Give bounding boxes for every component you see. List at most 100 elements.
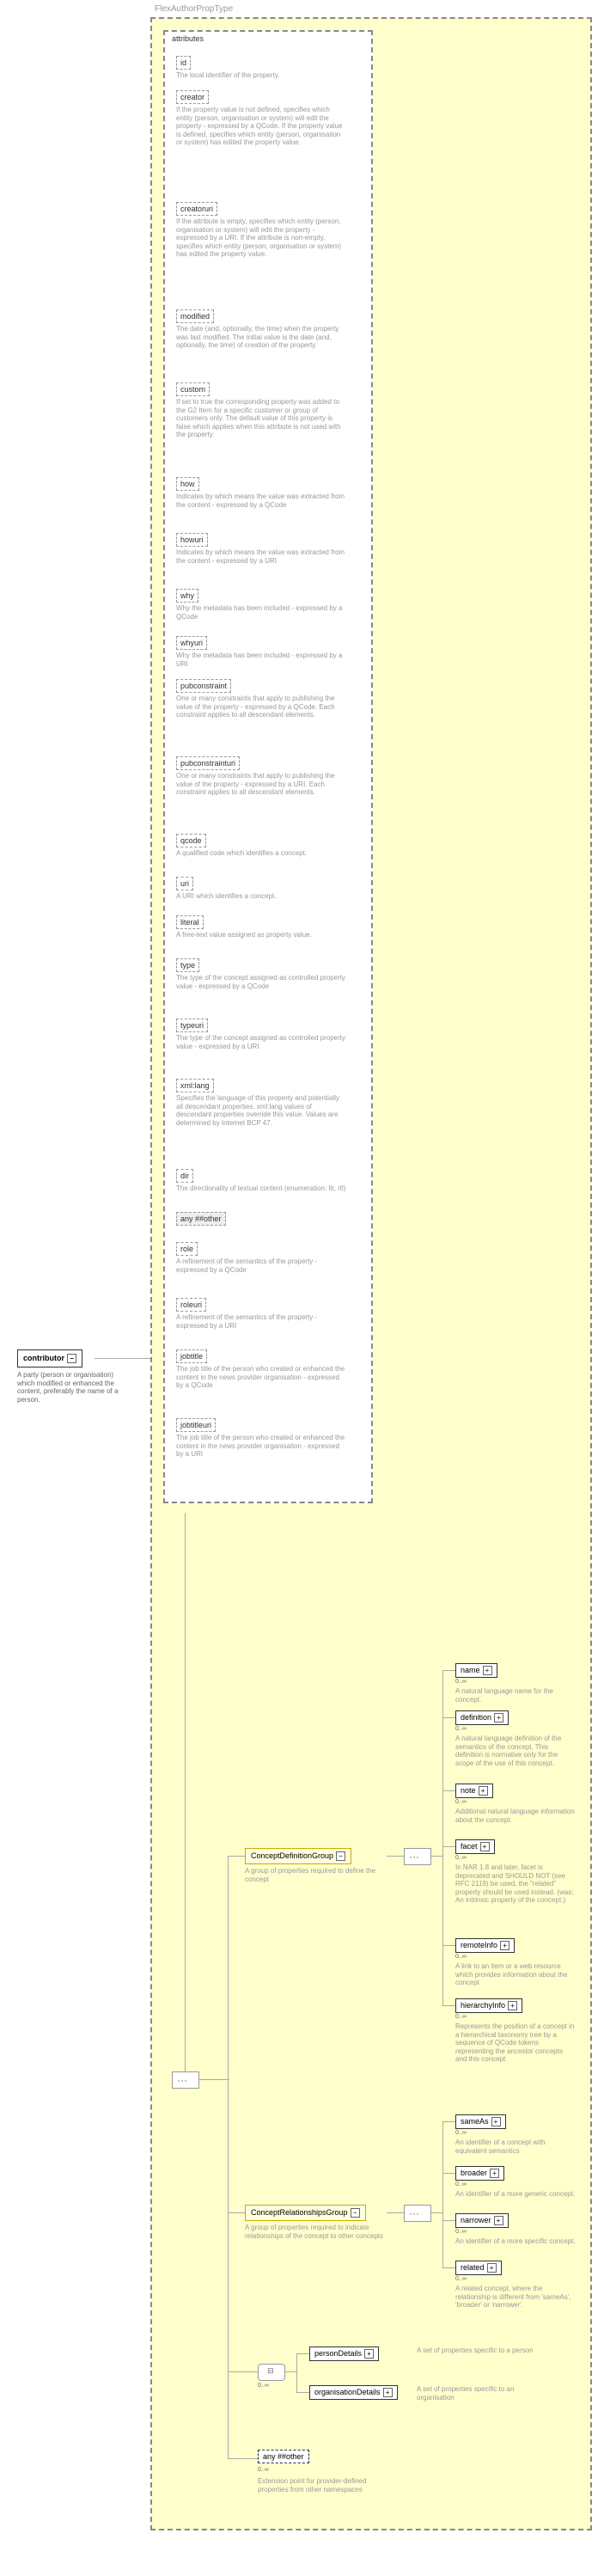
connector — [296, 2392, 309, 2393]
attribute-desc: Why the metadata has been included - exp… — [176, 604, 348, 621]
attribute-item: whyWhy the metadata has been included - … — [176, 589, 357, 621]
attribute-desc: A qualified code which identifies a conc… — [176, 849, 348, 858]
cardinality: 0..∞ — [258, 2467, 269, 2473]
element-desc: A natural language definition of the sem… — [455, 1735, 576, 1767]
connector — [442, 2267, 455, 2268]
cardinality: 0..∞ — [455, 2014, 467, 2020]
attribute-name[interactable]: pubconstraint — [176, 679, 231, 693]
attribute-name[interactable]: uri — [176, 877, 193, 890]
connector — [442, 1717, 455, 1718]
element-box[interactable]: hierarchyInfo+ — [455, 1998, 522, 2013]
attribute-item: xml:lang Specifies the language of this p… — [176, 1079, 357, 1127]
element-box[interactable]: personDetails+ — [309, 2347, 379, 2361]
expand-icon[interactable]: − — [351, 2208, 360, 2218]
expand-icon[interactable]: + — [487, 2263, 497, 2273]
expand-icon[interactable]: + — [494, 2216, 503, 2225]
attribute-name[interactable]: how — [176, 477, 199, 491]
attribute-name[interactable]: roleuri — [176, 1298, 206, 1312]
sequence-icon — [404, 2205, 431, 2222]
attribute-item: howIndicates by which means the value wa… — [176, 477, 357, 509]
sequence-icon — [172, 2071, 199, 2089]
attribute-item: creatoruriIf the attribute is empty, spe… — [176, 202, 357, 259]
element-box[interactable]: facet+ — [455, 1839, 495, 1854]
expand-icon[interactable]: + — [479, 1786, 488, 1796]
connector — [431, 1856, 442, 1857]
attribute-name[interactable]: any ##other — [176, 1212, 226, 1226]
attribute-name[interactable]: howuri — [176, 533, 208, 547]
expand-icon[interactable]: + — [490, 2169, 499, 2178]
expand-icon[interactable]: + — [500, 1941, 509, 1950]
expand-icon[interactable]: + — [383, 2388, 393, 2397]
expand-icon[interactable]: + — [364, 2349, 374, 2359]
diagram-canvas: FlexAuthorPropType attributes contributo… — [0, 0, 604, 2576]
cardinality: 0..∞ — [455, 1855, 467, 1861]
attribute-name[interactable]: why — [176, 589, 198, 603]
connector — [442, 2121, 443, 2267]
expand-icon[interactable]: + — [480, 1842, 490, 1851]
attribute-name[interactable]: dir — [176, 1169, 193, 1183]
element-desc: A related concept, where the relationshi… — [455, 2285, 576, 2310]
expand-icon[interactable]: − — [336, 1851, 345, 1861]
connector — [228, 2212, 245, 2213]
connector — [431, 2212, 442, 2213]
attribute-name[interactable]: xml:lang — [176, 1079, 214, 1092]
cardinality: 0..∞ — [455, 2181, 467, 2187]
expand-icon[interactable]: + — [508, 2001, 517, 2010]
attribute-name[interactable]: id — [176, 56, 191, 70]
attribute-name[interactable]: role — [176, 1242, 198, 1256]
element-box[interactable]: name+ — [455, 1663, 497, 1678]
attribute-desc: Why the metadata has been included - exp… — [176, 652, 348, 668]
cardinality: 0..∞ — [455, 1799, 467, 1805]
element-box[interactable]: broader+ — [455, 2166, 504, 2181]
cardinality: 0..∞ — [455, 1954, 467, 1960]
attribute-desc: A refinement of the semantics of the pro… — [176, 1313, 348, 1330]
expand-icon[interactable]: + — [494, 1713, 503, 1722]
element-box[interactable]: narrower+ — [455, 2213, 509, 2228]
element-box[interactable]: sameAs+ — [455, 2114, 506, 2129]
element-box[interactable]: definition+ — [455, 1710, 509, 1725]
element-desc: A set of properties specific to a person — [417, 2347, 537, 2355]
expand-icon[interactable]: + — [491, 2117, 501, 2126]
element-box[interactable]: note+ — [455, 1784, 493, 1798]
element-desc: A natural language name for the concept. — [455, 1687, 576, 1704]
group-desc: A group of properties required to indica… — [245, 2224, 391, 2240]
attribute-name[interactable]: modified — [176, 309, 214, 323]
element-box[interactable]: related+ — [455, 2261, 502, 2275]
attribute-item: modifiedThe date (and, optionally, the t… — [176, 309, 357, 350]
connector — [442, 2005, 455, 2006]
attribute-name[interactable]: literal — [176, 915, 204, 929]
element-box[interactable]: organisationDetails+ — [309, 2385, 398, 2400]
root-element[interactable]: contributor− — [17, 1349, 82, 1368]
connector — [228, 2371, 258, 2372]
group-desc: A group of properties required to define… — [245, 1867, 391, 1883]
connector — [296, 2353, 297, 2392]
attribute-desc: Specifies the language of this property … — [176, 1094, 348, 1127]
attribute-desc: The local identifier of the property. — [176, 71, 348, 80]
expand-icon[interactable]: − — [67, 1354, 76, 1363]
attribute-item: typeuriThe type of the concept assigned … — [176, 1019, 357, 1050]
attribute-name[interactable]: creatoruri — [176, 202, 217, 216]
element-desc: A set of properties specific to an organ… — [417, 2385, 537, 2402]
group-box[interactable]: ConceptRelationshipsGroup− — [245, 2205, 366, 2221]
attribute-item: howuriIndicates by which means the value… — [176, 533, 357, 565]
attribute-name[interactable]: jobtitle — [176, 1349, 207, 1363]
attribute-item: literalA free-text value assigned as pro… — [176, 915, 357, 939]
connector — [285, 2371, 296, 2372]
attribute-name[interactable]: pubconstrainturi — [176, 756, 240, 770]
any-other-label: any ##other — [263, 2452, 304, 2461]
attribute-name[interactable]: creator — [176, 90, 209, 104]
any-other-element[interactable]: any ##other — [258, 2450, 309, 2463]
attribute-name[interactable]: typeuri — [176, 1019, 208, 1032]
attribute-desc: One or many constraints that apply to pu… — [176, 694, 348, 719]
group-box[interactable]: ConceptDefinitionGroup− — [245, 1848, 351, 1864]
expand-icon[interactable]: + — [483, 1666, 492, 1675]
attribute-name[interactable]: jobtitleuri — [176, 1418, 216, 1432]
element-box[interactable]: remoteInfo+ — [455, 1938, 515, 1953]
attribute-name[interactable]: qcode — [176, 834, 206, 847]
connector — [228, 1856, 245, 1857]
attribute-item: uriA URI which identifies a concept. — [176, 877, 357, 901]
attribute-name[interactable]: custom — [176, 382, 210, 396]
attribute-name[interactable]: whyuri — [176, 636, 207, 650]
attribute-name[interactable]: type — [176, 958, 199, 972]
attribute-item: any ##other — [176, 1212, 357, 1226]
